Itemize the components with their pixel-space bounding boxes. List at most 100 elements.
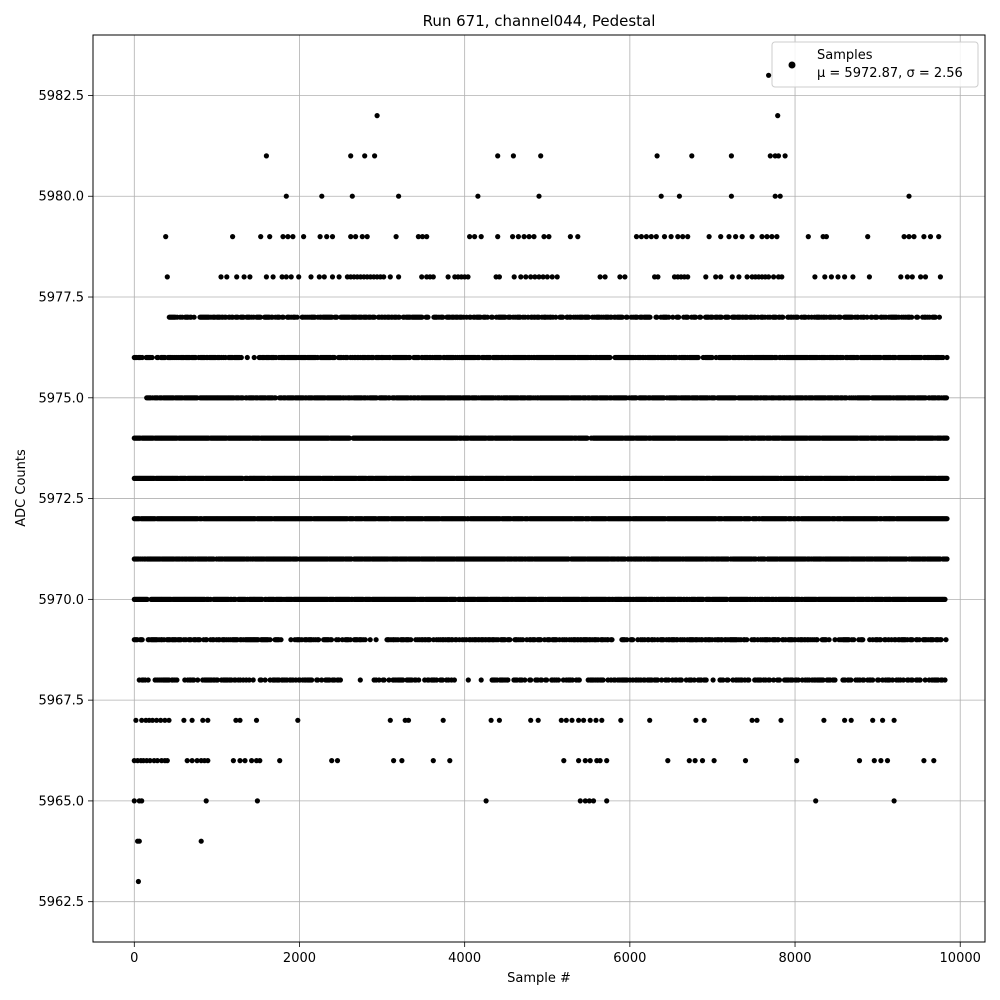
- data-point: [718, 234, 724, 240]
- data-point: [315, 677, 321, 683]
- data-point: [237, 717, 243, 723]
- data-point: [720, 677, 726, 683]
- data-point: [749, 717, 755, 723]
- data-point: [659, 677, 665, 683]
- data-point: [744, 637, 750, 643]
- data-point: [931, 758, 937, 764]
- data-point: [237, 758, 243, 764]
- data-point: [393, 234, 399, 240]
- data-point: [505, 677, 511, 683]
- data-point: [532, 274, 538, 280]
- data-point: [742, 758, 749, 764]
- data-point: [478, 234, 484, 240]
- data-point: [936, 234, 942, 240]
- data-point: [661, 234, 668, 240]
- data-point: [767, 677, 773, 683]
- data-point: [263, 153, 269, 159]
- data-point: [944, 516, 950, 522]
- data-point: [131, 798, 137, 804]
- data-point: [569, 677, 576, 683]
- data-point: [536, 274, 542, 280]
- data-point: [139, 637, 145, 643]
- data-point: [263, 274, 269, 280]
- data-point: [391, 758, 397, 764]
- data-point: [465, 677, 471, 683]
- data-point: [348, 234, 354, 240]
- data-point: [828, 274, 835, 280]
- data-point: [706, 234, 712, 240]
- data-point: [597, 274, 603, 280]
- data-point: [301, 234, 307, 240]
- data-point: [878, 637, 884, 643]
- data-point: [400, 677, 406, 683]
- data-point: [200, 717, 206, 723]
- data-point: [472, 234, 478, 240]
- data-point: [205, 717, 211, 723]
- data-point: [520, 637, 526, 643]
- data-point: [528, 677, 534, 683]
- data-point: [944, 435, 950, 441]
- data-point: [778, 717, 784, 723]
- data-point: [163, 234, 169, 240]
- data-point: [230, 758, 236, 764]
- data-point: [427, 637, 433, 643]
- data-point: [624, 637, 630, 643]
- data-point: [373, 637, 379, 643]
- data-point: [851, 637, 857, 643]
- data-point: [922, 274, 929, 280]
- data-point: [921, 758, 927, 764]
- data-point: [776, 677, 783, 683]
- data-point: [593, 717, 599, 723]
- data-point: [561, 758, 567, 764]
- data-point: [703, 274, 709, 280]
- data-point: [576, 758, 582, 764]
- data-point: [769, 234, 775, 240]
- data-point: [728, 153, 735, 159]
- data-point: [604, 758, 610, 764]
- data-point: [782, 153, 788, 159]
- data-point: [678, 677, 685, 683]
- data-point: [891, 717, 897, 723]
- data-point: [353, 234, 359, 240]
- data-point: [528, 274, 534, 280]
- data-point: [794, 758, 800, 764]
- data-point: [549, 274, 555, 280]
- data-point: [733, 234, 739, 240]
- data-point: [515, 234, 522, 240]
- data-point: [309, 677, 315, 683]
- data-point: [643, 234, 650, 240]
- data-point: [415, 234, 421, 240]
- data-point: [900, 677, 907, 683]
- data-point: [909, 677, 915, 683]
- data-point: [329, 234, 336, 240]
- data-point: [795, 677, 801, 683]
- data-point: [191, 677, 197, 683]
- data-point: [319, 677, 325, 683]
- data-point: [166, 717, 172, 723]
- data-point: [376, 677, 382, 683]
- data-point: [587, 758, 593, 764]
- data-point: [288, 637, 294, 643]
- data-point: [729, 274, 735, 280]
- data-point: [139, 798, 145, 804]
- data-point: [509, 234, 516, 240]
- data-point: [764, 234, 770, 240]
- data-point: [511, 274, 517, 280]
- data-point: [692, 758, 698, 764]
- data-point: [319, 193, 325, 199]
- data-point: [288, 274, 294, 280]
- data-point: [848, 677, 854, 683]
- data-point: [372, 153, 378, 159]
- data-point: [430, 274, 436, 280]
- data-point: [577, 798, 583, 804]
- data-point: [754, 717, 760, 723]
- data-point: [842, 717, 848, 723]
- data-point: [906, 193, 912, 199]
- data-point: [233, 717, 239, 723]
- data-point: [710, 677, 716, 683]
- data-point: [290, 234, 296, 240]
- data-point: [540, 274, 546, 280]
- data-point: [942, 596, 948, 603]
- data-point: [779, 274, 785, 280]
- data-point: [736, 274, 742, 280]
